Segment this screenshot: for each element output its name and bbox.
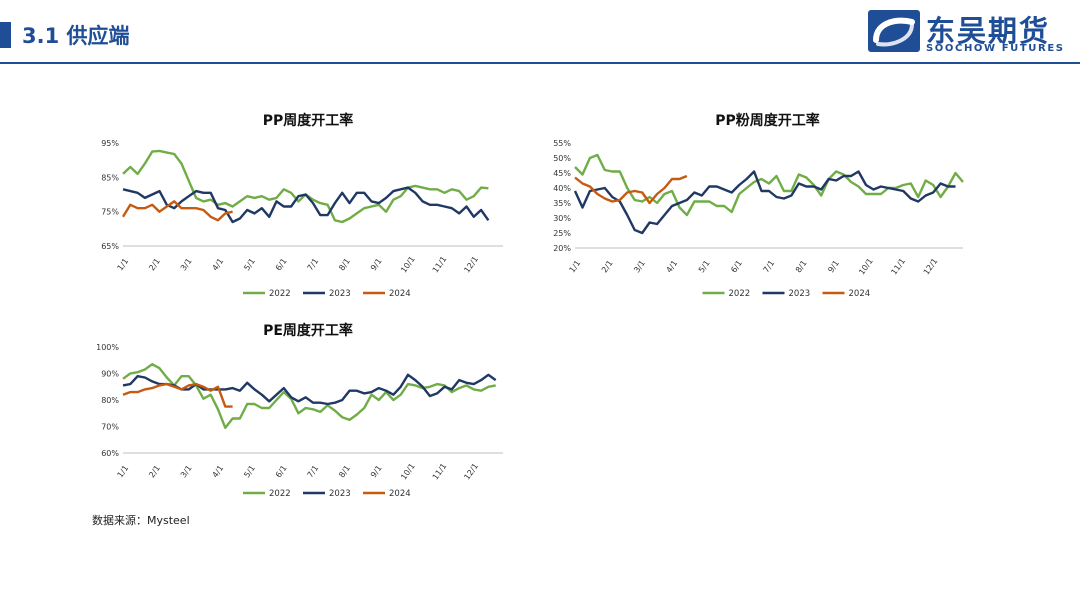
company-logo: 东吴期货 SOOCHOW FUTURES (868, 10, 1068, 56)
x-tick-label: 2/1 (147, 257, 162, 273)
x-tick-label: 4/1 (211, 464, 226, 480)
y-tick-label: 45% (553, 169, 571, 178)
chart-svg: PE周度开工率 60% 70% 80% 90% 100% 1/1 2/1 3/1 4/1 5/1 6/… (96, 322, 503, 499)
header-divider (0, 62, 1080, 64)
series-line-2022 (122, 149, 489, 224)
chart-title: PP粉周度开工率 (715, 112, 820, 129)
legend-label-2024: 2024 (389, 489, 411, 499)
x-tick-label: 2/1 (600, 259, 615, 275)
y-tick-label: 100% (96, 343, 119, 352)
chart-title: PP周度开工率 (263, 112, 354, 129)
x-tick-label: 9/1 (369, 464, 384, 480)
y-tick-label: 75% (101, 208, 119, 217)
x-tick-label: 4/1 (211, 257, 226, 273)
x-tick-label: 1/1 (116, 257, 131, 273)
x-tick-label: 9/1 (826, 259, 841, 275)
series-line-2024 (121, 200, 233, 222)
x-tick-label: 6/1 (274, 464, 289, 480)
y-tick-label: 80% (101, 396, 119, 405)
x-tick-label: 12/1 (462, 255, 480, 275)
legend-label-2024: 2024 (849, 289, 871, 299)
header-bar: 3.1 供应端 东吴期货 SOOCHOW FUTURES (0, 0, 1080, 62)
y-tick-label: 35% (553, 199, 571, 208)
x-tick-label: 5/1 (242, 464, 257, 480)
x-tick-label: 1/1 (568, 259, 583, 275)
section-title: 3.1 供应端 (22, 24, 130, 48)
series-line-2024 (122, 382, 233, 408)
x-tick-label: 6/1 (729, 259, 744, 275)
pp-utilization-chart: PP周度开工率 65% 75% 85% 95% 1/1 2/1 3/1 4/1 5/1 6/1 7/1… (88, 105, 508, 305)
brand-name-cn: 东吴期货 (926, 14, 1051, 48)
logo-mark-icon (868, 10, 920, 52)
x-tick-label: 10/1 (399, 255, 417, 275)
brand-name-en: SOOCHOW FUTURES (926, 43, 1065, 54)
series-line-2023 (122, 186, 490, 224)
x-tick-label: 4/1 (665, 259, 680, 275)
x-tick-label: 12/1 (462, 462, 480, 482)
x-tick-label: 2/1 (147, 464, 162, 480)
x-tick-label: 1/1 (116, 464, 131, 480)
pe-utilization-chart: PE周度开工率 60% 70% 80% 90% 100% 1/1 2/1 3/1 4/1 5/1 6/… (88, 315, 508, 505)
legend-label-2023: 2023 (329, 489, 351, 499)
y-tick-label: 95% (101, 139, 119, 148)
section-accent-bar (0, 22, 11, 48)
chart-svg: PP周度开工率 65% 75% 85% 95% 1/1 2/1 3/1 4/1 5/1 6/1 7/1… (101, 112, 503, 299)
chart-svg: PP粉周度开工率 20% 25% 30% 35% 40% 45% 50% 55% 1/1 2/1 3/… (553, 112, 964, 299)
legend-label-2022: 2022 (269, 289, 291, 299)
x-tick-label: 12/1 (922, 257, 940, 277)
x-tick-label: 3/1 (632, 259, 647, 275)
x-tick-label: 9/1 (369, 257, 384, 273)
x-tick-label: 3/1 (179, 257, 194, 273)
x-tick-label: 6/1 (274, 257, 289, 273)
legend-label-2023: 2023 (329, 289, 351, 299)
y-tick-label: 25% (553, 229, 571, 238)
series-line-2023 (122, 373, 497, 406)
x-tick-label: 5/1 (242, 257, 257, 273)
series-line-2023 (573, 170, 956, 235)
x-tick-label: 3/1 (179, 464, 194, 480)
series-line-2024 (574, 174, 688, 205)
y-tick-label: 65% (101, 242, 119, 251)
x-tick-label: 11/1 (431, 462, 449, 482)
y-tick-label: 55% (553, 139, 571, 148)
legend-label-2024: 2024 (389, 289, 411, 299)
legend-label-2022: 2022 (269, 489, 291, 499)
x-tick-label: 10/1 (399, 462, 417, 482)
x-tick-label: 11/1 (431, 255, 449, 275)
data-source-note: 数据来源：Mysteel (92, 514, 190, 527)
pp-powder-utilization-chart: PP粉周度开工率 20% 25% 30% 35% 40% 45% 50% 55% 1/1 2/1 3/… (545, 105, 970, 305)
y-tick-label: 70% (101, 423, 119, 432)
legend-label-2023: 2023 (789, 289, 811, 299)
x-tick-label: 7/1 (306, 464, 321, 480)
y-tick-label: 85% (101, 173, 119, 182)
x-tick-label: 10/1 (857, 257, 875, 277)
series-line-2022 (574, 153, 964, 217)
x-tick-label: 8/1 (794, 259, 809, 275)
legend-label-2022: 2022 (729, 289, 751, 299)
series-line-2022 (122, 363, 496, 430)
x-tick-label: 8/1 (337, 464, 352, 480)
y-tick-label: 60% (101, 449, 119, 458)
y-tick-label: 40% (553, 184, 571, 193)
y-tick-label: 90% (101, 370, 119, 379)
chart-title: PE周度开工率 (263, 322, 353, 339)
x-tick-label: 8/1 (337, 257, 352, 273)
y-tick-label: 30% (553, 214, 571, 223)
x-tick-label: 7/1 (762, 259, 777, 275)
x-tick-label: 7/1 (306, 257, 321, 273)
x-tick-label: 11/1 (889, 257, 907, 277)
y-tick-label: 20% (553, 244, 571, 253)
y-tick-label: 50% (553, 154, 571, 163)
x-tick-label: 5/1 (697, 259, 712, 275)
